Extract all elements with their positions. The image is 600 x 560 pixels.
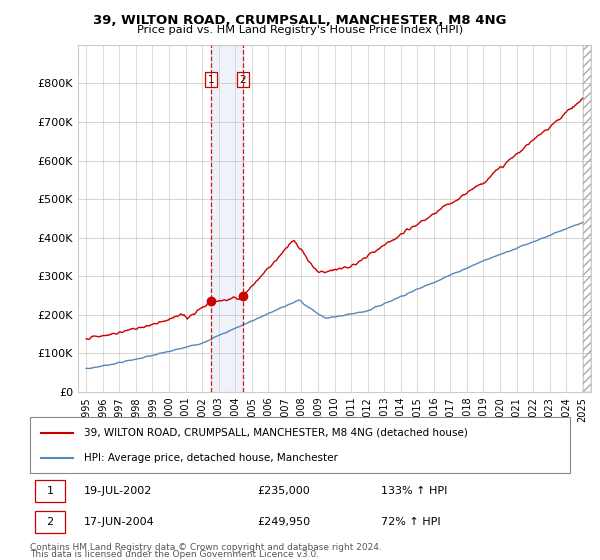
Bar [211,45,243,392]
FancyBboxPatch shape [35,480,65,502]
Text: 2: 2 [46,517,53,527]
FancyBboxPatch shape [30,417,570,473]
Text: 133% ↑ HPI: 133% ↑ HPI [381,487,448,496]
Text: 1: 1 [208,74,214,85]
Text: 2: 2 [239,74,246,85]
Text: This data is licensed under the Open Government Licence v3.0.: This data is licensed under the Open Gov… [30,550,319,559]
Text: 72% ↑ HPI: 72% ↑ HPI [381,517,440,527]
Text: HPI: Average price, detached house, Manchester: HPI: Average price, detached house, Manc… [84,452,338,463]
Text: 39, WILTON ROAD, CRUMPSALL, MANCHESTER, M8 4NG: 39, WILTON ROAD, CRUMPSALL, MANCHESTER, … [93,14,507,27]
Text: 39, WILTON ROAD, CRUMPSALL, MANCHESTER, M8 4NG (detached house): 39, WILTON ROAD, CRUMPSALL, MANCHESTER, … [84,428,468,438]
Text: 19-JUL-2002: 19-JUL-2002 [84,487,152,496]
Text: Contains HM Land Registry data © Crown copyright and database right 2024.: Contains HM Land Registry data © Crown c… [30,543,382,552]
Text: £249,950: £249,950 [257,517,310,527]
Text: 17-JUN-2004: 17-JUN-2004 [84,517,155,527]
FancyBboxPatch shape [35,511,65,533]
Text: 1: 1 [46,487,53,496]
Text: £235,000: £235,000 [257,487,310,496]
Text: Price paid vs. HM Land Registry's House Price Index (HPI): Price paid vs. HM Land Registry's House … [137,25,463,35]
